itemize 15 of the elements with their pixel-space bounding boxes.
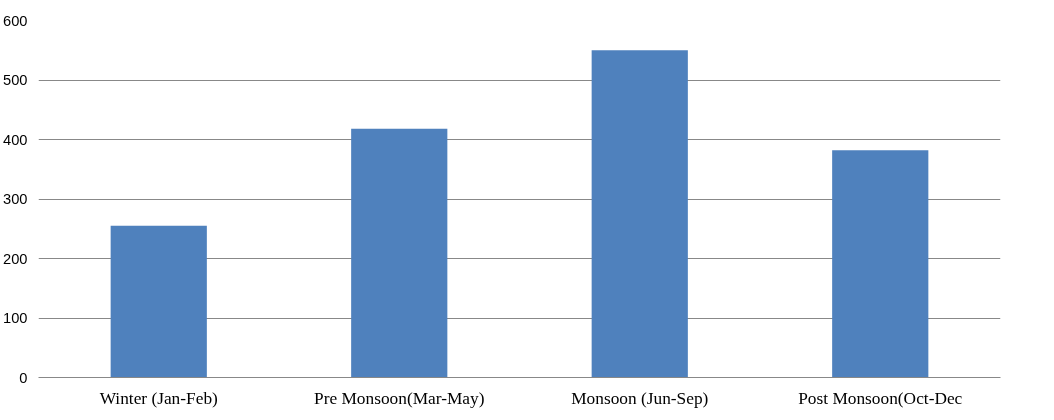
- x-tick-label: Monsoon (Jun-Sep): [571, 388, 709, 408]
- y-tick-label: 400: [3, 131, 28, 148]
- y-tick-label: 600: [3, 12, 28, 29]
- y-tick-label: 200: [3, 250, 28, 267]
- y-tick-label: 500: [3, 72, 28, 88]
- bar: [110, 225, 207, 378]
- y-tick-label: 100: [3, 310, 28, 326]
- bar: [832, 150, 929, 378]
- x-tick-label: Post Monsoon(Oct-Dec: [798, 388, 963, 408]
- x-tick-label: Pre Monsoon(Mar-May): [314, 388, 485, 408]
- y-tick-label: 0: [19, 369, 28, 386]
- bar: [351, 128, 448, 378]
- bar: [591, 50, 688, 378]
- x-tick-label: Winter (Jan-Feb): [99, 388, 219, 408]
- y-tick-label: 300: [3, 191, 28, 207]
